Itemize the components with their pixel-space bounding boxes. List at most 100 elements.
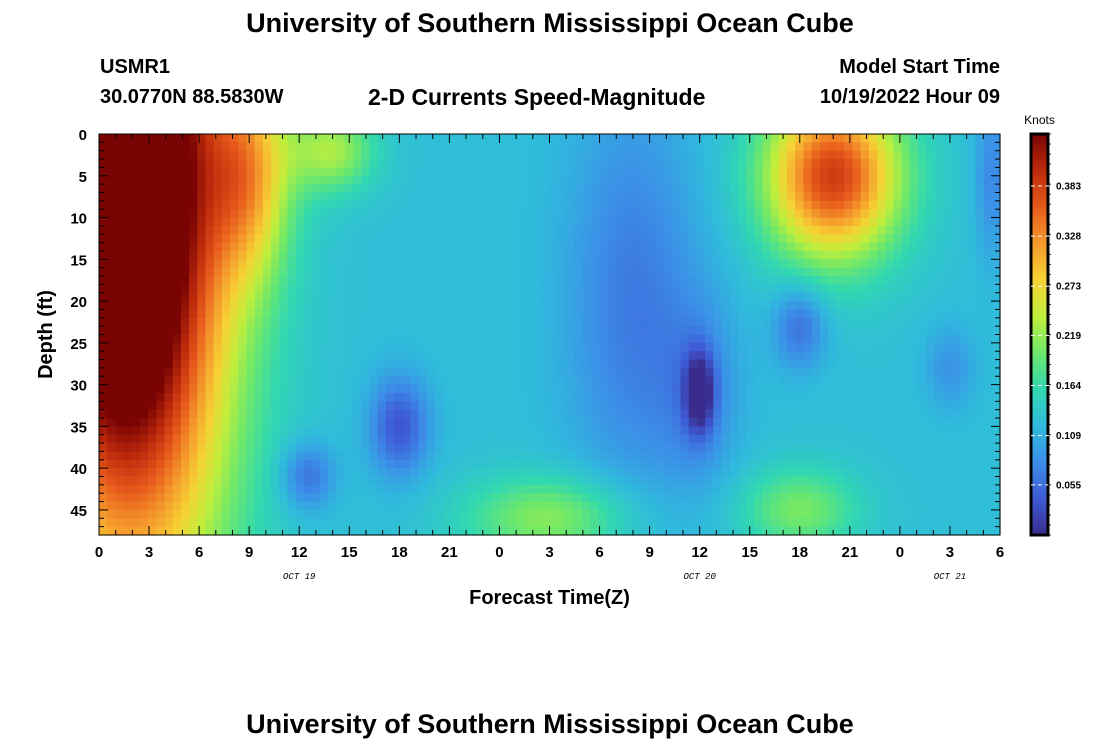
heatmap-cell [590, 351, 600, 361]
heatmap-cell [279, 142, 288, 152]
heatmap-cell [705, 468, 714, 478]
heatmap-cell [131, 134, 141, 143]
heatmap-cell [975, 468, 985, 478]
heatmap-cell [459, 367, 469, 377]
heatmap-cell [434, 409, 444, 419]
heatmap-cell [959, 292, 968, 302]
heatmap-cell [115, 134, 125, 143]
heatmap-cell [516, 342, 526, 352]
heatmap-cell [893, 184, 903, 194]
heatmap-cell [393, 334, 403, 344]
heatmap-cell [467, 175, 477, 185]
heatmap-cell [983, 409, 993, 419]
heatmap-cell [311, 159, 321, 169]
heatmap-cell [99, 443, 108, 453]
heatmap-cell [557, 267, 567, 277]
heatmap-cell [328, 443, 338, 453]
heatmap-cell [508, 468, 518, 478]
heatmap-cell [230, 501, 239, 511]
heatmap-cell [115, 159, 125, 169]
heatmap-cell [762, 401, 772, 411]
heatmap-cell [156, 309, 166, 319]
heatmap-cell [713, 501, 723, 511]
heatmap-cell [451, 217, 460, 227]
heatmap-cell [909, 409, 919, 419]
heatmap-cell [770, 134, 780, 143]
heatmap-cell [336, 401, 346, 411]
heatmap-cell [254, 267, 264, 277]
heatmap-cell [844, 359, 854, 369]
heatmap-cell [205, 459, 215, 469]
heatmap-cell [590, 242, 600, 252]
heatmap-cell [868, 501, 878, 511]
heatmap-cell [868, 284, 878, 294]
heatmap-cell [754, 276, 764, 285]
heatmap-cell [500, 192, 510, 202]
heatmap-cell [115, 509, 125, 519]
heatmap-cell [836, 242, 845, 252]
heatmap-cell [393, 509, 403, 519]
heatmap-cell [230, 443, 239, 453]
heatmap-cell [516, 200, 526, 210]
heatmap-cell [205, 401, 215, 411]
heatmap-cell [123, 326, 133, 336]
heatmap-cell [959, 326, 968, 336]
heatmap-cell [230, 351, 239, 361]
heatmap-cell [852, 184, 862, 194]
heatmap-cell [172, 284, 182, 294]
heatmap-cell [107, 334, 116, 344]
heatmap-cell [131, 501, 141, 511]
heatmap-cell [303, 292, 313, 302]
heatmap-cell [975, 376, 985, 386]
heatmap-cell [721, 334, 731, 344]
heatmap-cell [311, 225, 321, 235]
heatmap-cell [418, 342, 428, 352]
heatmap-cell [991, 234, 1001, 244]
heatmap-cell [287, 443, 297, 453]
heatmap-cell [508, 493, 518, 503]
heatmap-cell [451, 242, 460, 252]
heatmap-cell [590, 276, 600, 285]
heatmap-cell [287, 501, 297, 511]
heatmap-cell [311, 184, 321, 194]
heatmap-cell [541, 167, 551, 177]
heatmap-cell [705, 351, 714, 361]
heatmap-cell [762, 501, 772, 511]
heatmap-cell [107, 142, 116, 152]
heatmap-cell [320, 134, 329, 143]
heatmap-cell [443, 267, 452, 277]
heatmap-cell [877, 476, 886, 486]
heatmap-cell [590, 426, 600, 436]
heatmap-cell [123, 351, 133, 361]
heatmap-cell [991, 200, 1001, 210]
heatmap-cell [451, 392, 460, 402]
heatmap-cell [164, 259, 174, 269]
heatmap-cell [426, 401, 436, 411]
heatmap-cell [385, 301, 395, 311]
heatmap-cell [508, 242, 518, 252]
heatmap-cell [418, 334, 428, 344]
heatmap-cell [483, 376, 493, 386]
heatmap-cell [770, 418, 780, 427]
heatmap-cell [508, 134, 518, 143]
heatmap-cell [410, 384, 420, 394]
heatmap-cell [99, 259, 108, 269]
heatmap-cell [148, 484, 157, 494]
heatmap-cell [393, 426, 403, 436]
heatmap-cell [696, 267, 706, 277]
heatmap-cell [557, 309, 567, 319]
heatmap-cell [549, 476, 559, 486]
heatmap-cell [361, 192, 370, 202]
heatmap-cell [311, 284, 321, 294]
heatmap-cell [148, 234, 157, 244]
heatmap-cell [115, 501, 125, 511]
heatmap-cell [893, 384, 903, 394]
heatmap-cell [803, 476, 813, 486]
heatmap-cell [131, 250, 141, 260]
heatmap-cell [615, 167, 624, 177]
heatmap-cell [213, 384, 223, 394]
heatmap-cell [500, 384, 510, 394]
heatmap-cell [516, 309, 526, 319]
heatmap-cell [434, 301, 444, 311]
heatmap-cell [647, 409, 657, 419]
